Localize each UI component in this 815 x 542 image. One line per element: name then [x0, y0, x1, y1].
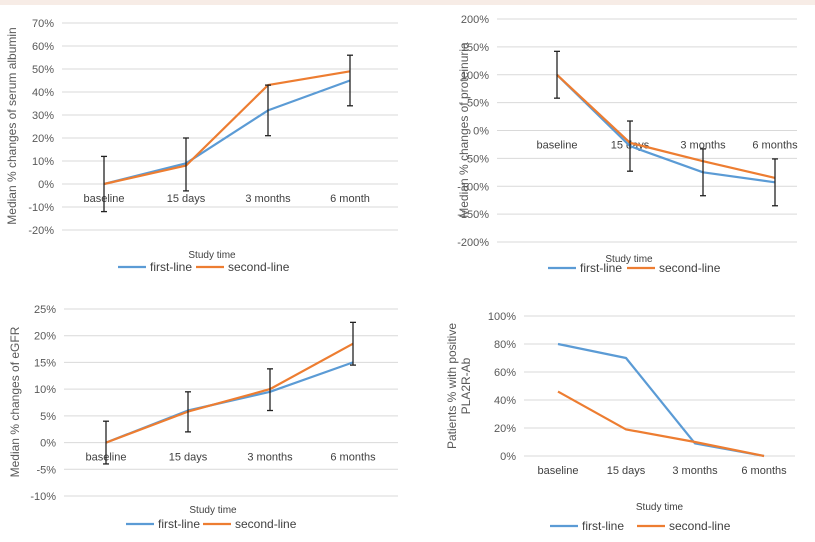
y-tick-label: 0%	[38, 179, 54, 191]
legend-label: first-line	[158, 517, 200, 531]
y-tick-label: 80%	[494, 339, 516, 351]
x-tick-label: 3 months	[672, 465, 718, 477]
x-tick-label: 3 months	[245, 193, 291, 205]
legend-label: first-line	[582, 519, 624, 533]
x-tick-label: 3 months	[247, 452, 293, 464]
chart-1: 70%60%50%40%30%20%10%0%-10%-20%baseline 1…	[5, 18, 398, 274]
series-line-first-line	[105, 361, 354, 444]
y-tick-label: -5%	[36, 464, 56, 476]
x-axis-title: Study time	[188, 250, 236, 261]
y-tick-label: -100%	[457, 181, 489, 193]
chart-3: 25%20%15%10%5%0%-5%-10%baseline 15 days 3 …	[8, 304, 398, 531]
x-tick-label: 15 days	[607, 465, 646, 477]
x-tick-label: 6 month	[330, 193, 370, 205]
y-tick-label: -10%	[28, 202, 54, 214]
chart-2: 200% 150% 100% 50% 0% -50% -100% -150% -200% base…	[457, 14, 798, 275]
x-tick-label: 6 months	[752, 140, 798, 152]
y-tick-label: 0%	[473, 126, 489, 138]
legend-label: first-line	[150, 260, 192, 274]
y-tick-label: 60%	[494, 367, 516, 379]
y-tick-label: -20%	[28, 225, 54, 237]
x-tick-label: 15 days	[169, 452, 208, 464]
chart-4: 100% 80% 60% 40% 20% 0% baseline 15 days 3 month…	[445, 311, 795, 533]
series-line-second-line	[103, 70, 351, 186]
y-tick-label: 40%	[32, 87, 54, 99]
y-tick-label: 30%	[32, 110, 54, 122]
x-tick-label: 3 months	[680, 140, 726, 152]
y-tick-label: 50%	[467, 98, 489, 110]
x-axis-title: Study time	[605, 254, 653, 265]
y-tick-label: 40%	[494, 395, 516, 407]
y-tick-label: 15%	[34, 357, 56, 369]
series-line-second-line	[556, 73, 776, 179]
legend-label: second-line	[235, 517, 297, 531]
x-tick-label: 15 days	[167, 193, 206, 205]
y-tick-label: 20%	[32, 133, 54, 145]
x-tick-label: baseline	[537, 140, 578, 152]
y-tick-label: 50%	[32, 64, 54, 76]
series-line-first-line	[103, 79, 351, 186]
series-line-second-line	[557, 390, 765, 458]
y-tick-label: 150%	[461, 42, 489, 54]
y-tick-label: -200%	[457, 237, 489, 249]
legend-label: second-line	[228, 260, 290, 274]
y-axis-title: Median % changes of eGFR	[8, 326, 22, 477]
y-tick-label: 100%	[488, 311, 516, 323]
y-tick-label: 5%	[40, 411, 56, 423]
legend-label: first-line	[580, 261, 622, 275]
top-border	[0, 0, 815, 5]
y-tick-label: 0%	[40, 438, 56, 450]
x-tick-label: 6 months	[330, 452, 376, 464]
y-axis-title: Patients % with positive	[445, 323, 459, 449]
y-axis-title: Median % changes of serum albumin	[5, 27, 19, 224]
y-tick-label: 25%	[34, 304, 56, 316]
y-tick-label: 70%	[32, 18, 54, 30]
series-line-first-line	[556, 74, 776, 184]
y-axis-title: Median % changes of proteinuria	[457, 42, 471, 218]
y-tick-label: -150%	[457, 209, 489, 221]
y-tick-label: -50%	[463, 153, 489, 165]
y-tick-label: -10%	[30, 491, 56, 503]
y-tick-label: 200%	[461, 14, 489, 26]
y-axis-title: PLA2R-Ab	[459, 357, 473, 414]
series-line-second-line	[105, 342, 354, 444]
y-tick-label: 60%	[32, 41, 54, 53]
y-tick-label: 20%	[494, 423, 516, 435]
y-tick-label: 10%	[34, 384, 56, 396]
x-axis-title: Study time	[636, 502, 684, 513]
y-tick-label: 0%	[500, 451, 516, 463]
y-tick-label: 10%	[32, 156, 54, 168]
y-tick-label: 20%	[34, 331, 56, 343]
y-tick-label: 100%	[461, 70, 489, 82]
x-tick-label: baseline	[538, 465, 579, 477]
legend-label: second-line	[659, 261, 721, 275]
x-tick-label: 6 months	[741, 465, 787, 477]
legend-label: second-line	[669, 519, 731, 533]
x-axis-title: Study time	[189, 505, 237, 516]
